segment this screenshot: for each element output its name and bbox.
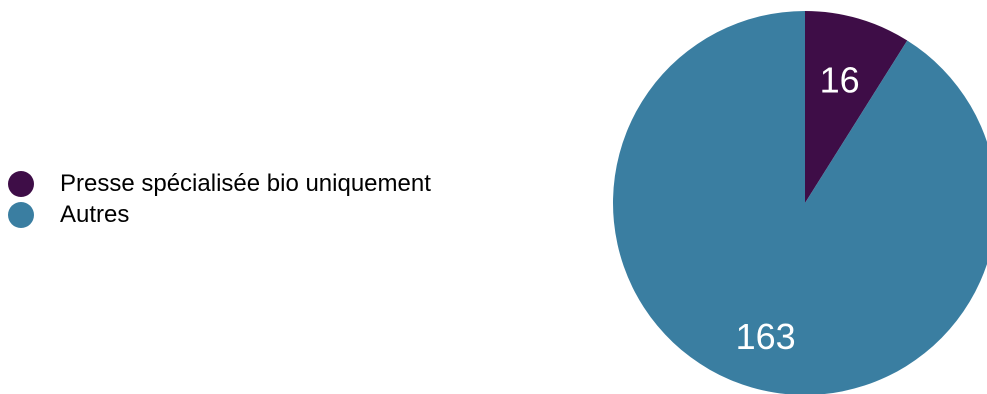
- chart-legend: Presse spécialisée bio uniquement Autres: [8, 168, 431, 230]
- legend-item-autres: Autres: [8, 199, 431, 230]
- pie-slice-presse-bio: [805, 11, 908, 203]
- pie-slice-autres: [613, 11, 987, 394]
- legend-label-autres: Autres: [60, 200, 130, 228]
- slice-label-presse-bio: 16: [820, 60, 860, 101]
- legend-swatch-autres: [8, 201, 34, 228]
- slice-label-autres: 163: [736, 316, 796, 357]
- legend-label-presse-bio: Presse spécialisée bio uniquement: [60, 169, 431, 197]
- legend-swatch-presse-bio: [8, 170, 34, 197]
- legend-item-presse-bio: Presse spécialisée bio uniquement: [8, 168, 431, 199]
